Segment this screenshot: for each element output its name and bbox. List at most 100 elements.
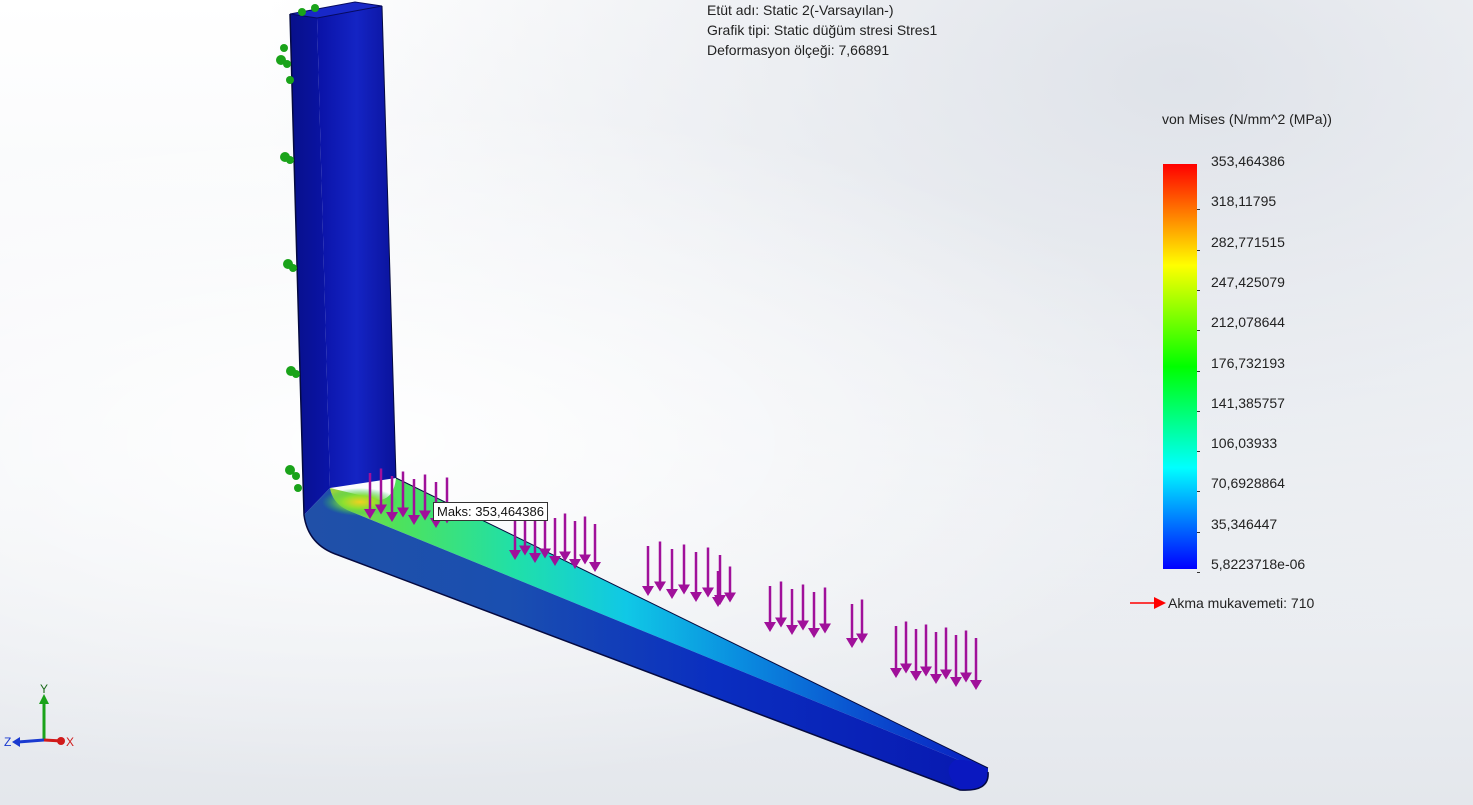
load-arrow-icon [589, 524, 601, 572]
legend-colorbar[interactable] [1163, 164, 1197, 569]
fixture-markers [276, 4, 319, 492]
load-arrow-icon [529, 515, 541, 563]
legend-tick-mark [1197, 491, 1200, 493]
load-arrow-icon [690, 552, 702, 602]
legend-tick-label: 282,771515 [1211, 233, 1285, 250]
fixture-icon [289, 264, 297, 272]
load-arrow-icon [375, 468, 387, 515]
load-arrow-icon [549, 518, 561, 566]
legend-tick-label: 5,8223718e-06 [1211, 556, 1306, 572]
max-stress-callout[interactable]: Maks: 353,464386 [433, 502, 548, 521]
load-arrow-icon [666, 549, 678, 599]
load-arrow-icon [712, 571, 724, 607]
shank-front-face [317, 6, 396, 488]
load-arrow-icon [386, 476, 398, 522]
load-arrow-icon [970, 638, 982, 690]
fixture-icon [286, 156, 294, 164]
load-arrow-icon [900, 621, 912, 674]
load-arrow-icon [797, 584, 809, 631]
load-arrow-icon [579, 516, 591, 565]
yield-arrow-icon [1130, 597, 1166, 609]
legend-tick-label: 318,11795 [1211, 193, 1277, 210]
legend-tick-label: 141,385757 [1211, 394, 1285, 411]
load-arrow-icon [408, 479, 420, 525]
load-arrow-icon [890, 626, 902, 678]
bend-hotspot [322, 488, 398, 516]
legend-tick-mark [1197, 451, 1200, 453]
legend-tick-label: 35,346447 [1211, 515, 1278, 532]
load-arrow-icon [940, 627, 952, 680]
legend-tick-mark [1197, 370, 1200, 372]
legend-tick-label: 70,6928864 [1211, 475, 1285, 492]
fixture-icon [298, 8, 306, 16]
x-axis-label: X [66, 735, 74, 749]
fixture-icon [292, 472, 300, 480]
legend-tick-mark [1197, 531, 1200, 533]
load-arrow-icon [654, 541, 666, 592]
legend-tick-mark [1197, 410, 1200, 412]
legend-tick-label: 176,732193 [1211, 354, 1285, 371]
legend-tick-label: 212,078644 [1211, 314, 1285, 331]
load-arrow-icon [846, 604, 858, 648]
fixture-icon [280, 44, 288, 52]
load-arrow-icon [819, 587, 831, 634]
z-axis-arrow-icon [12, 737, 20, 747]
model-edge [381, 5, 397, 479]
yield-label: Akma mukavemeti: 710 [1168, 595, 1315, 611]
legend-tick-mark [1197, 209, 1200, 211]
plot-type: Grafik tipi: Static düğüm stresi Stres1 [707, 22, 938, 38]
y-axis-label: Y [40, 682, 48, 696]
load-arrow-icon [910, 629, 922, 681]
fixture-icon [311, 4, 319, 12]
yield-strength: Akma mukavemeti: 710 [1130, 593, 1314, 613]
z-axis-line [17, 738, 45, 744]
y-axis-arrow-icon [39, 694, 49, 704]
blade-tip [948, 759, 989, 791]
fixture-icon [286, 76, 294, 84]
load-arrow-icon [559, 513, 571, 562]
load-arrow-icon [397, 471, 409, 518]
load-arrow-icon [950, 635, 962, 687]
load-arrow-icon [856, 599, 868, 644]
legend-tick-mark [1197, 572, 1200, 573]
fixture-icon [283, 60, 291, 68]
legend-tick-mark [1197, 330, 1200, 332]
fixture-icon [285, 465, 295, 475]
model-edge [395, 477, 989, 769]
load-arrow-icon [786, 589, 798, 635]
legend-tick-label: 106,03933 [1211, 435, 1278, 452]
load-arrow-icon [808, 592, 820, 638]
load-arrow-icon [724, 566, 736, 603]
load-arrow-icon [419, 474, 431, 521]
load-arrow-icon [678, 544, 690, 595]
fixture-icon [294, 484, 302, 492]
load-arrow-icon [764, 586, 776, 632]
legend-tick-label: 353,464386 [1211, 153, 1285, 169]
model-outline [289, 13, 989, 791]
shank-side-face [290, 14, 330, 515]
load-arrows [364, 468, 982, 690]
blade-side-face [304, 488, 988, 791]
load-arrow-icon [960, 630, 972, 683]
study-info: Etüt adı: Static 2(-Varsayılan-) Grafik … [707, 0, 937, 60]
fixture-icon [292, 370, 300, 378]
deformation-scale: Deformasyon ölçeği: 7,66891 [707, 42, 890, 58]
study-name: Etüt adı: Static 2(-Varsayılan-) [707, 2, 894, 18]
load-arrow-icon [775, 581, 787, 628]
z-axis-label: Z [4, 735, 11, 749]
load-arrow-icon [569, 521, 581, 569]
axis-triad: Y Z X [4, 682, 74, 749]
load-arrow-icon [920, 624, 932, 677]
x-axis-arrow-icon [57, 737, 65, 745]
load-arrow-icon [702, 547, 714, 598]
blade-top-face [330, 478, 988, 772]
legend-tick-mark [1197, 289, 1200, 291]
legend-title[interactable]: von Mises (N/mm^2 (MPa)) [1162, 111, 1332, 127]
load-arrow-icon [642, 546, 654, 596]
legend-tick-mark [1197, 249, 1200, 251]
load-arrow-icon [930, 632, 942, 684]
load-arrow-icon [364, 473, 376, 519]
legend-tick-label: 247,425079 [1211, 273, 1285, 290]
